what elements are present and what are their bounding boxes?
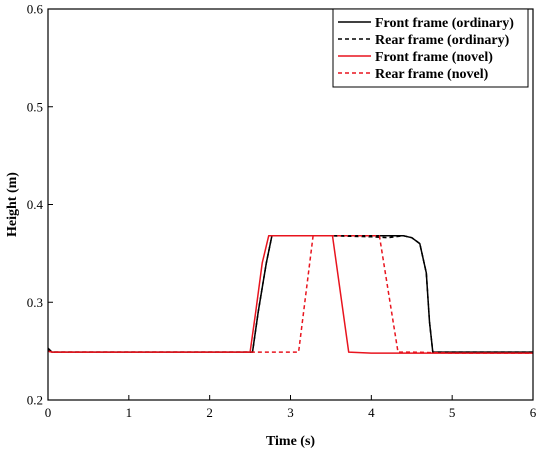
legend-label: Front frame (novel) (375, 50, 493, 65)
legend-label: Front frame (ordinary) (375, 16, 514, 31)
x-tick-label: 5 (449, 405, 456, 420)
y-axis-title: Height (m) (5, 172, 20, 237)
x-tick-label: 0 (45, 405, 52, 420)
series-line-4 (47, 235, 533, 354)
x-tick-label: 1 (126, 405, 133, 420)
series-line-2 (47, 235, 533, 353)
x-tick-label: 2 (206, 405, 213, 420)
legend-label: Rear frame (ordinary) (375, 33, 510, 48)
y-tick-label: 0.3 (27, 295, 43, 310)
y-tick-label: 0.4 (27, 197, 44, 212)
x-tick-label: 3 (287, 405, 294, 420)
y-tick-label: 0.6 (27, 2, 44, 17)
x-tick-label: 6 (530, 405, 537, 420)
legend: Front frame (ordinary) Rear frame (ordina… (332, 8, 529, 88)
axis-ticks: 0 1 2 3 4 5 6 0.2 0.3 0.4 0.5 0.6 (27, 2, 537, 421)
x-tick-label: 4 (368, 405, 375, 420)
y-tick-label: 0.5 (27, 99, 43, 114)
y-tick-label: 0.2 (27, 393, 43, 408)
series-line-1 (47, 235, 533, 353)
series-layer (47, 235, 533, 354)
series-line-3 (47, 235, 533, 354)
x-axis-title: Time (s) (266, 434, 315, 449)
legend-label: Rear frame (novel) (375, 67, 489, 82)
